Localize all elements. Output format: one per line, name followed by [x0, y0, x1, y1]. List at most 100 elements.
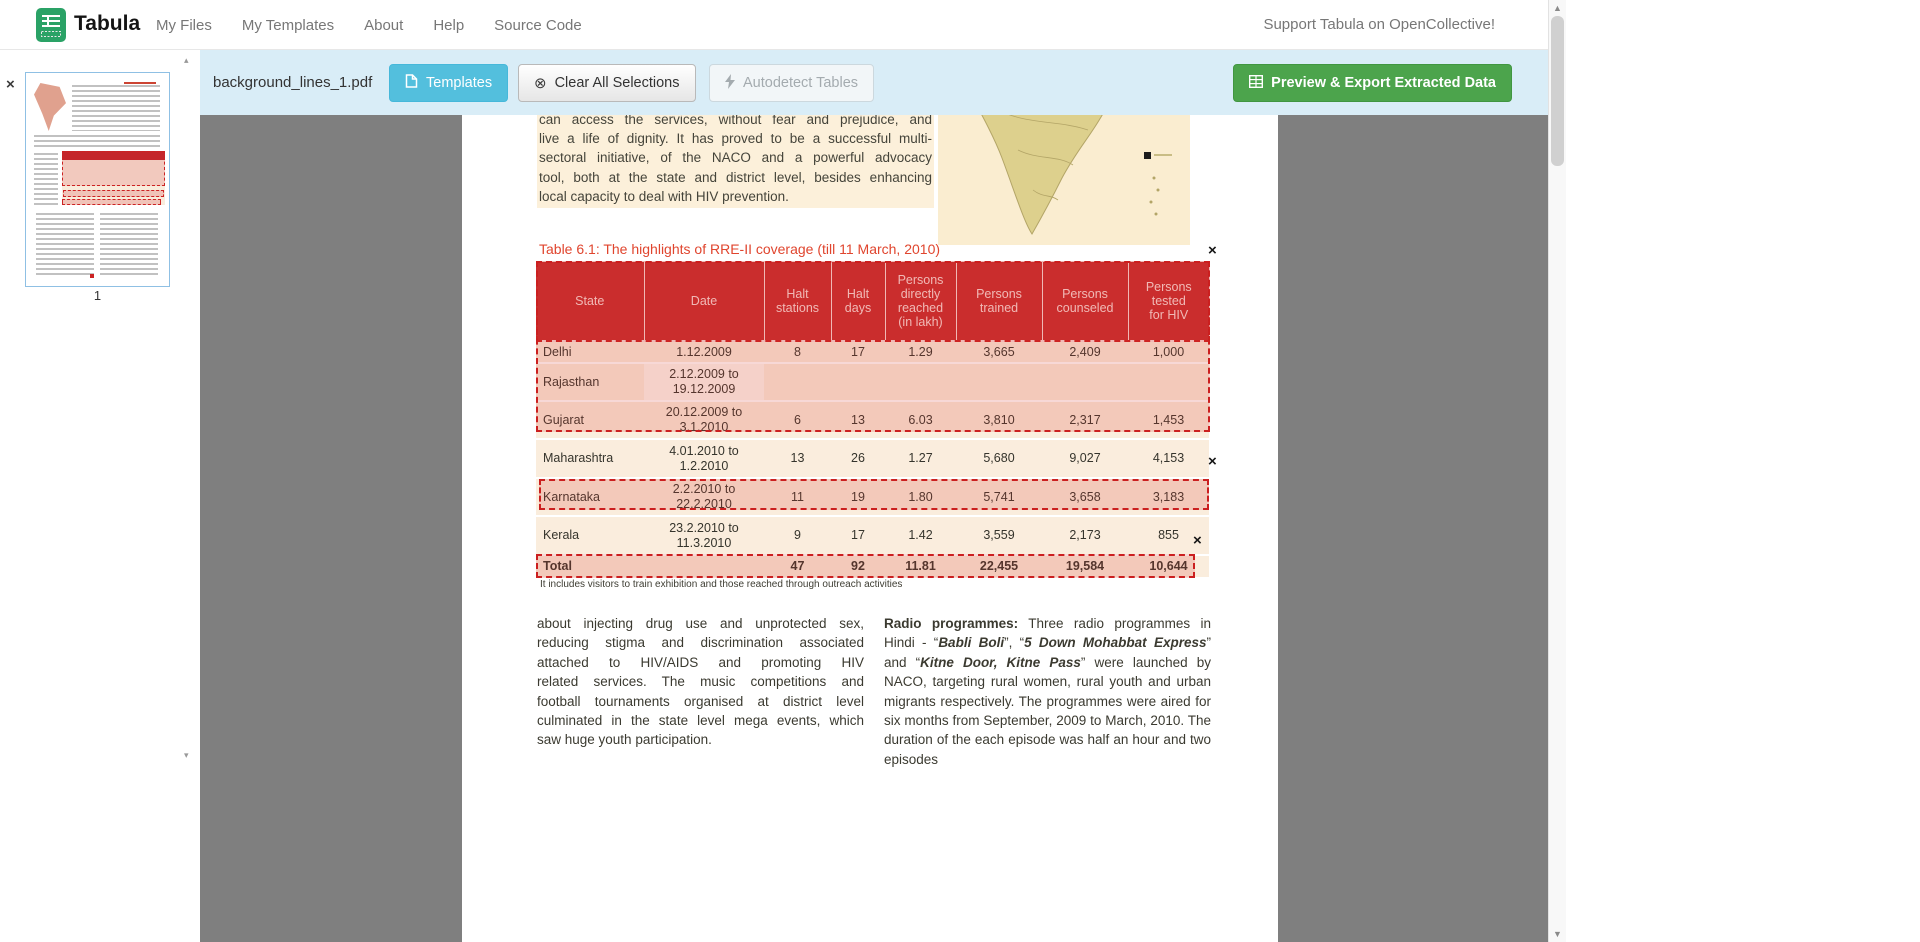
table-cell: 1.12.2009: [644, 340, 764, 363]
table-cell: [1042, 362, 1128, 401]
templates-icon: [405, 74, 418, 92]
table-cell: 11.81: [885, 554, 956, 577]
thumb-text-lines: [72, 85, 160, 131]
window-scrollbar[interactable]: ▲ ▼: [1548, 0, 1566, 942]
selection-karnataka-row[interactable]: [539, 479, 1209, 510]
left-column-line: related services. The music competitions…: [537, 674, 864, 690]
scrollbar-thumb[interactable]: [1551, 16, 1564, 166]
table-cell: Gujarat: [536, 400, 644, 439]
paragraph-line: live a life of dignity. It has proved to…: [539, 131, 932, 147]
thumb-text-lines: [34, 135, 160, 148]
table-cell: 9,027: [1042, 438, 1128, 478]
left-column-line: about injecting drug use and unprotected…: [537, 616, 864, 631]
brand-title[interactable]: Tabula: [74, 12, 141, 35]
toolbar: background_lines_1.pdf Templates ⊗ Clear…: [200, 50, 1548, 115]
thumbnail-page-number: 1: [93, 288, 102, 303]
thumb-selection: [63, 190, 164, 197]
left-column-line: reducing stigma and discrimination assoc…: [537, 635, 864, 651]
selection-total-row[interactable]: [536, 554, 1195, 578]
table-cell: [764, 362, 831, 401]
table-cell: 1,000: [1128, 340, 1209, 363]
autodetect-flash-icon: [725, 73, 735, 93]
templates-label: Templates: [426, 75, 493, 91]
clear-selections-icon: ⊗: [534, 74, 547, 92]
table-cell: 1,453: [1128, 400, 1209, 439]
table-cell: 92: [831, 554, 885, 577]
programme-name: Kitne Door, Kitne Pass: [920, 654, 1081, 670]
remove-page-icon[interactable]: ×: [6, 76, 15, 93]
pdf-page[interactable]: can access the services, without fear an…: [462, 115, 1278, 942]
india-map-image: [938, 115, 1190, 245]
selection-close-icon[interactable]: ×: [1208, 453, 1217, 470]
table-cell: 6.03: [885, 400, 956, 439]
table-footnote: It includes visitors to train exhibition…: [540, 579, 903, 590]
column-header: Persons counseled: [1041, 262, 1128, 341]
left-column-line: saw huge youth participation.: [537, 732, 712, 748]
table-row: Maharashtra 4.01.2010 to 1.2.2010 13 26 1.27…: [536, 438, 1209, 478]
nav-link-my-templates[interactable]: My Templates: [241, 16, 335, 34]
table-cell: 1.42: [885, 515, 956, 555]
column-header: Persons directly reached (in lakh): [884, 262, 956, 341]
tabula-logo-icon[interactable]: [36, 8, 66, 42]
sidebar-scroll-down-icon[interactable]: ▾: [184, 750, 189, 760]
sidebar-scroll-up-icon[interactable]: ▴: [184, 55, 189, 65]
page-thumbnail[interactable]: [25, 72, 170, 287]
right-text-column: Radio programmes: Three radio programmes…: [884, 614, 1211, 769]
table-cell: 17: [831, 515, 885, 555]
support-link[interactable]: Support Tabula on OpenCollective!: [1263, 16, 1495, 33]
scrollbar-up-icon[interactable]: ▲: [1553, 3, 1562, 13]
table-row: Delhi 1.12.2009 8 17 1.29 3,665 2,409 1,000: [536, 340, 1209, 363]
selection-close-icon[interactable]: ×: [1208, 242, 1217, 259]
table-cell: 5,680: [956, 438, 1042, 478]
radio-programmes-lead: Radio programmes:: [884, 616, 1019, 631]
selection-top-rows[interactable]: [536, 261, 1210, 432]
table-cell: 13: [764, 438, 831, 478]
table-cell: 17: [831, 340, 885, 363]
autodetect-tables-button: Autodetect Tables: [709, 64, 875, 102]
table-title: Table 6.1: The highlights of RRE-II cove…: [539, 241, 941, 257]
table-cell: 2.12.2009 to 19.12.2009: [644, 362, 764, 401]
programme-name: 5 Down Mohabbat Express: [1024, 635, 1207, 651]
nav-link-help[interactable]: Help: [433, 16, 465, 34]
pdf-viewer: can access the services, without fear an…: [200, 115, 1548, 942]
nav-link-source-code[interactable]: Source Code: [494, 16, 582, 34]
right-column-text: Three radio programmes in Hindi - “: [884, 616, 1211, 651]
pdf-table: State Date Halt stations Halt days Persons d…: [536, 262, 1209, 577]
table-cell: 19,584: [1042, 554, 1128, 577]
table-cell: Rajasthan: [536, 362, 644, 401]
table-row: Total 47 92 11.81 22,455 19,584 10,644: [536, 554, 1209, 577]
preview-export-button[interactable]: Preview & Export Extracted Data: [1233, 64, 1512, 102]
templates-button[interactable]: Templates: [389, 64, 509, 102]
paragraph-line: can access the services, without fear an…: [539, 115, 932, 127]
table-cell: 20.12.2009 to 3.1.2010: [644, 400, 764, 439]
left-column-line: football tournaments organised at distri…: [537, 693, 864, 709]
thumb-table-header: [62, 151, 165, 160]
export-table-icon: [1249, 74, 1264, 92]
table-cell: 1.29: [885, 340, 956, 363]
table-row: Kerala 23.2.2010 to 11.3.2010 9 17 1.42 3,559…: [536, 515, 1209, 555]
autodetect-label: Autodetect Tables: [743, 75, 859, 91]
table-cell: 23.2.2010 to 11.3.2010: [644, 515, 764, 555]
table-cell: Delhi: [536, 340, 644, 363]
table-row: Rajasthan 2.12.2009 to 19.12.2009: [536, 362, 1209, 401]
selection-close-icon[interactable]: ×: [1193, 532, 1202, 549]
column-header: Persons tested for HIV: [1127, 262, 1209, 341]
paragraph-background: [537, 115, 934, 208]
filename: background_lines_1.pdf: [213, 74, 373, 91]
thumb-red-caption: [124, 82, 156, 84]
nav-link-my-files[interactable]: My Files: [156, 16, 212, 34]
table-cell: 2,409: [1042, 340, 1128, 363]
navbar: Tabula My Files My Templates About Help Sour…: [0, 0, 1548, 50]
nav-links: My Files My Templates About Help Source Code: [156, 0, 582, 50]
table-cell: 8: [764, 340, 831, 363]
table-cell: 47: [764, 554, 831, 577]
table-cell: 1.27: [885, 438, 956, 478]
scrollbar-down-icon[interactable]: ▼: [1553, 929, 1562, 939]
nav-link-about[interactable]: About: [364, 16, 404, 34]
table-cell: 9: [764, 515, 831, 555]
left-column-line: attached to HIV/AIDS and promoting HIV: [537, 654, 864, 670]
table-cell: 2,173: [1042, 515, 1128, 555]
clear-all-selections-button[interactable]: ⊗ Clear All Selections: [518, 64, 696, 102]
column-header: State: [536, 262, 644, 341]
table-cell: 26: [831, 438, 885, 478]
